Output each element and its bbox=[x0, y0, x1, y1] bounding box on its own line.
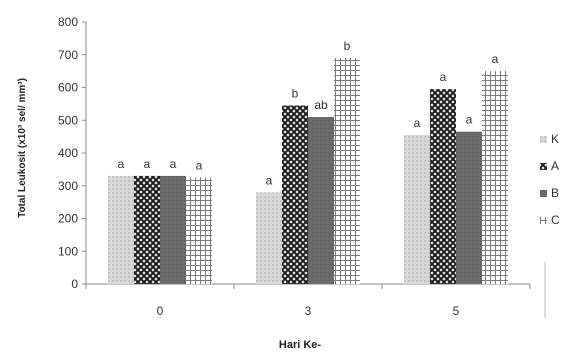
y-tick-label: 200 bbox=[58, 212, 78, 226]
x-tick-label: 3 bbox=[305, 304, 312, 318]
bar-c-5 bbox=[482, 71, 508, 284]
y-tick-label: 800 bbox=[58, 15, 78, 29]
bars bbox=[108, 58, 508, 285]
legend-label-b: B bbox=[551, 186, 559, 200]
significance-label: ab bbox=[314, 98, 328, 112]
legend-swatch-b bbox=[540, 190, 547, 197]
y-tick-label: 600 bbox=[58, 81, 78, 95]
bar-a-3 bbox=[282, 105, 308, 284]
significance-label: a bbox=[118, 157, 125, 171]
significance-label: a bbox=[170, 157, 177, 171]
y-axis-title: Total Leukosit (x10³ sel/ mm³) bbox=[17, 78, 28, 218]
significance-label: a bbox=[196, 159, 203, 173]
y-axis: 0 100 200 300 400 500 600 700 800 bbox=[58, 15, 87, 291]
bar-c-3 bbox=[334, 58, 360, 285]
significance-label: a bbox=[144, 157, 151, 171]
significance-label: a bbox=[440, 70, 447, 84]
bar-b-0 bbox=[160, 175, 186, 284]
significance-label: a bbox=[466, 113, 473, 127]
legend-label-c: C bbox=[551, 213, 560, 227]
x-tick-label: 5 bbox=[453, 304, 460, 318]
significance-label: a bbox=[492, 52, 499, 66]
legend-swatch-k bbox=[540, 136, 547, 143]
bar-b-5 bbox=[456, 131, 482, 284]
bar-b-3 bbox=[308, 116, 334, 284]
legend-label-a: A bbox=[551, 159, 559, 173]
y-tick-label: 300 bbox=[58, 179, 78, 193]
significance-label: b bbox=[344, 39, 351, 53]
y-tick-label: 0 bbox=[71, 277, 78, 291]
x-axis: 0 3 5 bbox=[85, 283, 531, 318]
legend-swatch-a bbox=[540, 163, 547, 170]
bar-k-3 bbox=[256, 192, 282, 284]
significance-label: a bbox=[414, 116, 421, 130]
y-tick-label: 400 bbox=[58, 146, 78, 160]
significance-label: a bbox=[266, 173, 273, 187]
y-tick-label: 100 bbox=[58, 244, 78, 258]
bar-a-5 bbox=[430, 89, 456, 284]
bar-k-0 bbox=[108, 175, 134, 284]
y-tick-label: 500 bbox=[58, 113, 78, 127]
y-tick-label: 700 bbox=[58, 48, 78, 62]
x-axis-title: Hari Ke- bbox=[279, 339, 322, 351]
x-tick-label: 0 bbox=[157, 304, 164, 318]
legend-label-k: K bbox=[551, 132, 559, 146]
bar-a-0 bbox=[134, 175, 160, 284]
significance-label: b bbox=[292, 87, 299, 101]
bar-k-5 bbox=[404, 134, 430, 284]
bar-c-0 bbox=[186, 177, 212, 284]
legend-swatch-c bbox=[540, 217, 547, 224]
